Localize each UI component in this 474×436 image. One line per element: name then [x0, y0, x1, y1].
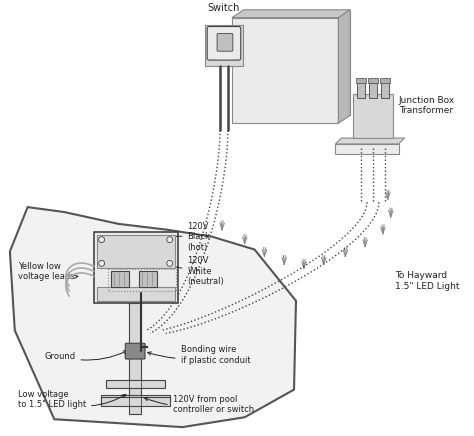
FancyBboxPatch shape: [217, 34, 233, 51]
Polygon shape: [232, 10, 350, 18]
Bar: [369, 80, 377, 98]
Circle shape: [167, 237, 173, 242]
Text: Bonding wire
if plastic conduit: Bonding wire if plastic conduit: [148, 345, 250, 365]
Bar: [111, 271, 129, 287]
Text: 120V
White
(neutral): 120V White (neutral): [149, 256, 224, 286]
Bar: [381, 80, 389, 98]
Text: 120V from pool
controller or switch: 120V from pool controller or switch: [145, 395, 254, 414]
Text: Switch: Switch: [208, 3, 240, 13]
FancyBboxPatch shape: [232, 18, 338, 123]
Text: Low voltage
to 1.5" LED light: Low voltage to 1.5" LED light: [18, 390, 126, 409]
Text: Yellow low
voltage leads: Yellow low voltage leads: [18, 262, 78, 281]
FancyBboxPatch shape: [207, 27, 241, 60]
Text: To Hayward
1.5" LED Light: To Hayward 1.5" LED Light: [395, 271, 459, 291]
Bar: [357, 80, 365, 98]
Bar: [356, 78, 366, 83]
Bar: [97, 235, 174, 268]
Bar: [336, 144, 399, 154]
Polygon shape: [338, 10, 350, 123]
Bar: [100, 395, 170, 402]
Bar: [97, 287, 174, 301]
Circle shape: [99, 260, 105, 266]
Bar: [94, 232, 178, 303]
Text: 120V
Black
(hot): 120V Black (hot): [135, 222, 210, 252]
FancyBboxPatch shape: [244, 10, 350, 116]
Text: Ground: Ground: [45, 351, 127, 361]
Bar: [100, 396, 170, 406]
Bar: [368, 78, 378, 83]
Bar: [380, 78, 390, 83]
FancyBboxPatch shape: [125, 343, 145, 359]
Circle shape: [99, 237, 105, 242]
Bar: [106, 380, 165, 388]
Polygon shape: [10, 207, 296, 427]
FancyBboxPatch shape: [205, 24, 243, 66]
Circle shape: [167, 260, 173, 266]
Bar: [129, 303, 141, 414]
FancyBboxPatch shape: [353, 94, 392, 138]
Polygon shape: [336, 138, 404, 144]
Bar: [139, 271, 157, 287]
Text: Junction Box
Transformer: Junction Box Transformer: [399, 96, 455, 115]
Bar: [108, 269, 176, 291]
